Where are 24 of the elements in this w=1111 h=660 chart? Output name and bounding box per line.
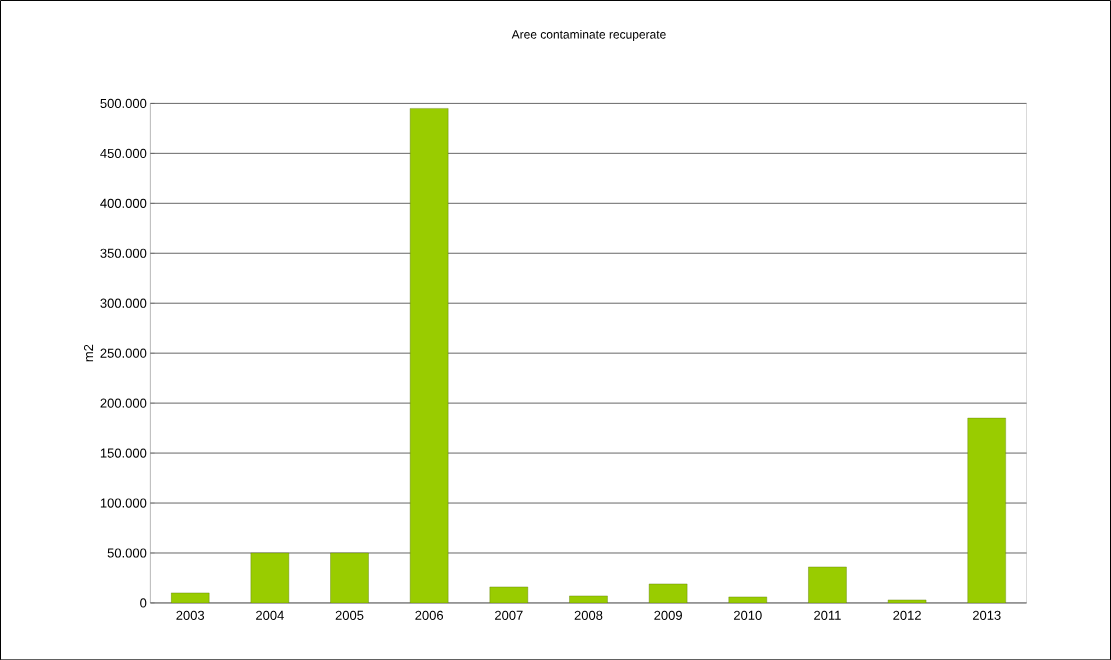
x-tick-label: 2012 [893,610,921,620]
x-tick-label: 2006 [415,610,444,620]
x-tick-label: 2010 [733,610,762,620]
chart-title: Aree contaminate recuperate [511,29,666,41]
y-tick-label: 450.000 [100,148,147,158]
x-tick-label: 2013 [972,610,1001,620]
x-tick-label: 2005 [335,610,364,620]
x-tick-label: 2008 [574,610,603,620]
x-tick-label: 2004 [256,610,284,620]
y-axis-title: m2 [83,344,94,362]
y-tick-label: 300.000 [100,298,147,308]
x-tick-label: 2011 [814,610,841,620]
x-tick-label: 2009 [654,610,682,620]
y-tick-label: 150.000 [100,448,147,458]
x-tick-label: 2007 [495,610,523,620]
y-tick-label: 50.000 [107,548,147,558]
y-tick-label: 400.000 [100,198,147,208]
y-tick-label: 350.000 [100,248,147,258]
y-tick-label: 500.000 [100,98,147,108]
y-tick-label: 100.000 [100,498,147,508]
y-tick-label: 200.000 [100,398,147,408]
y-tick-label: 0 [140,598,147,608]
x-tick-label: 2003 [176,610,205,620]
y-tick-label: 250.000 [100,348,147,358]
